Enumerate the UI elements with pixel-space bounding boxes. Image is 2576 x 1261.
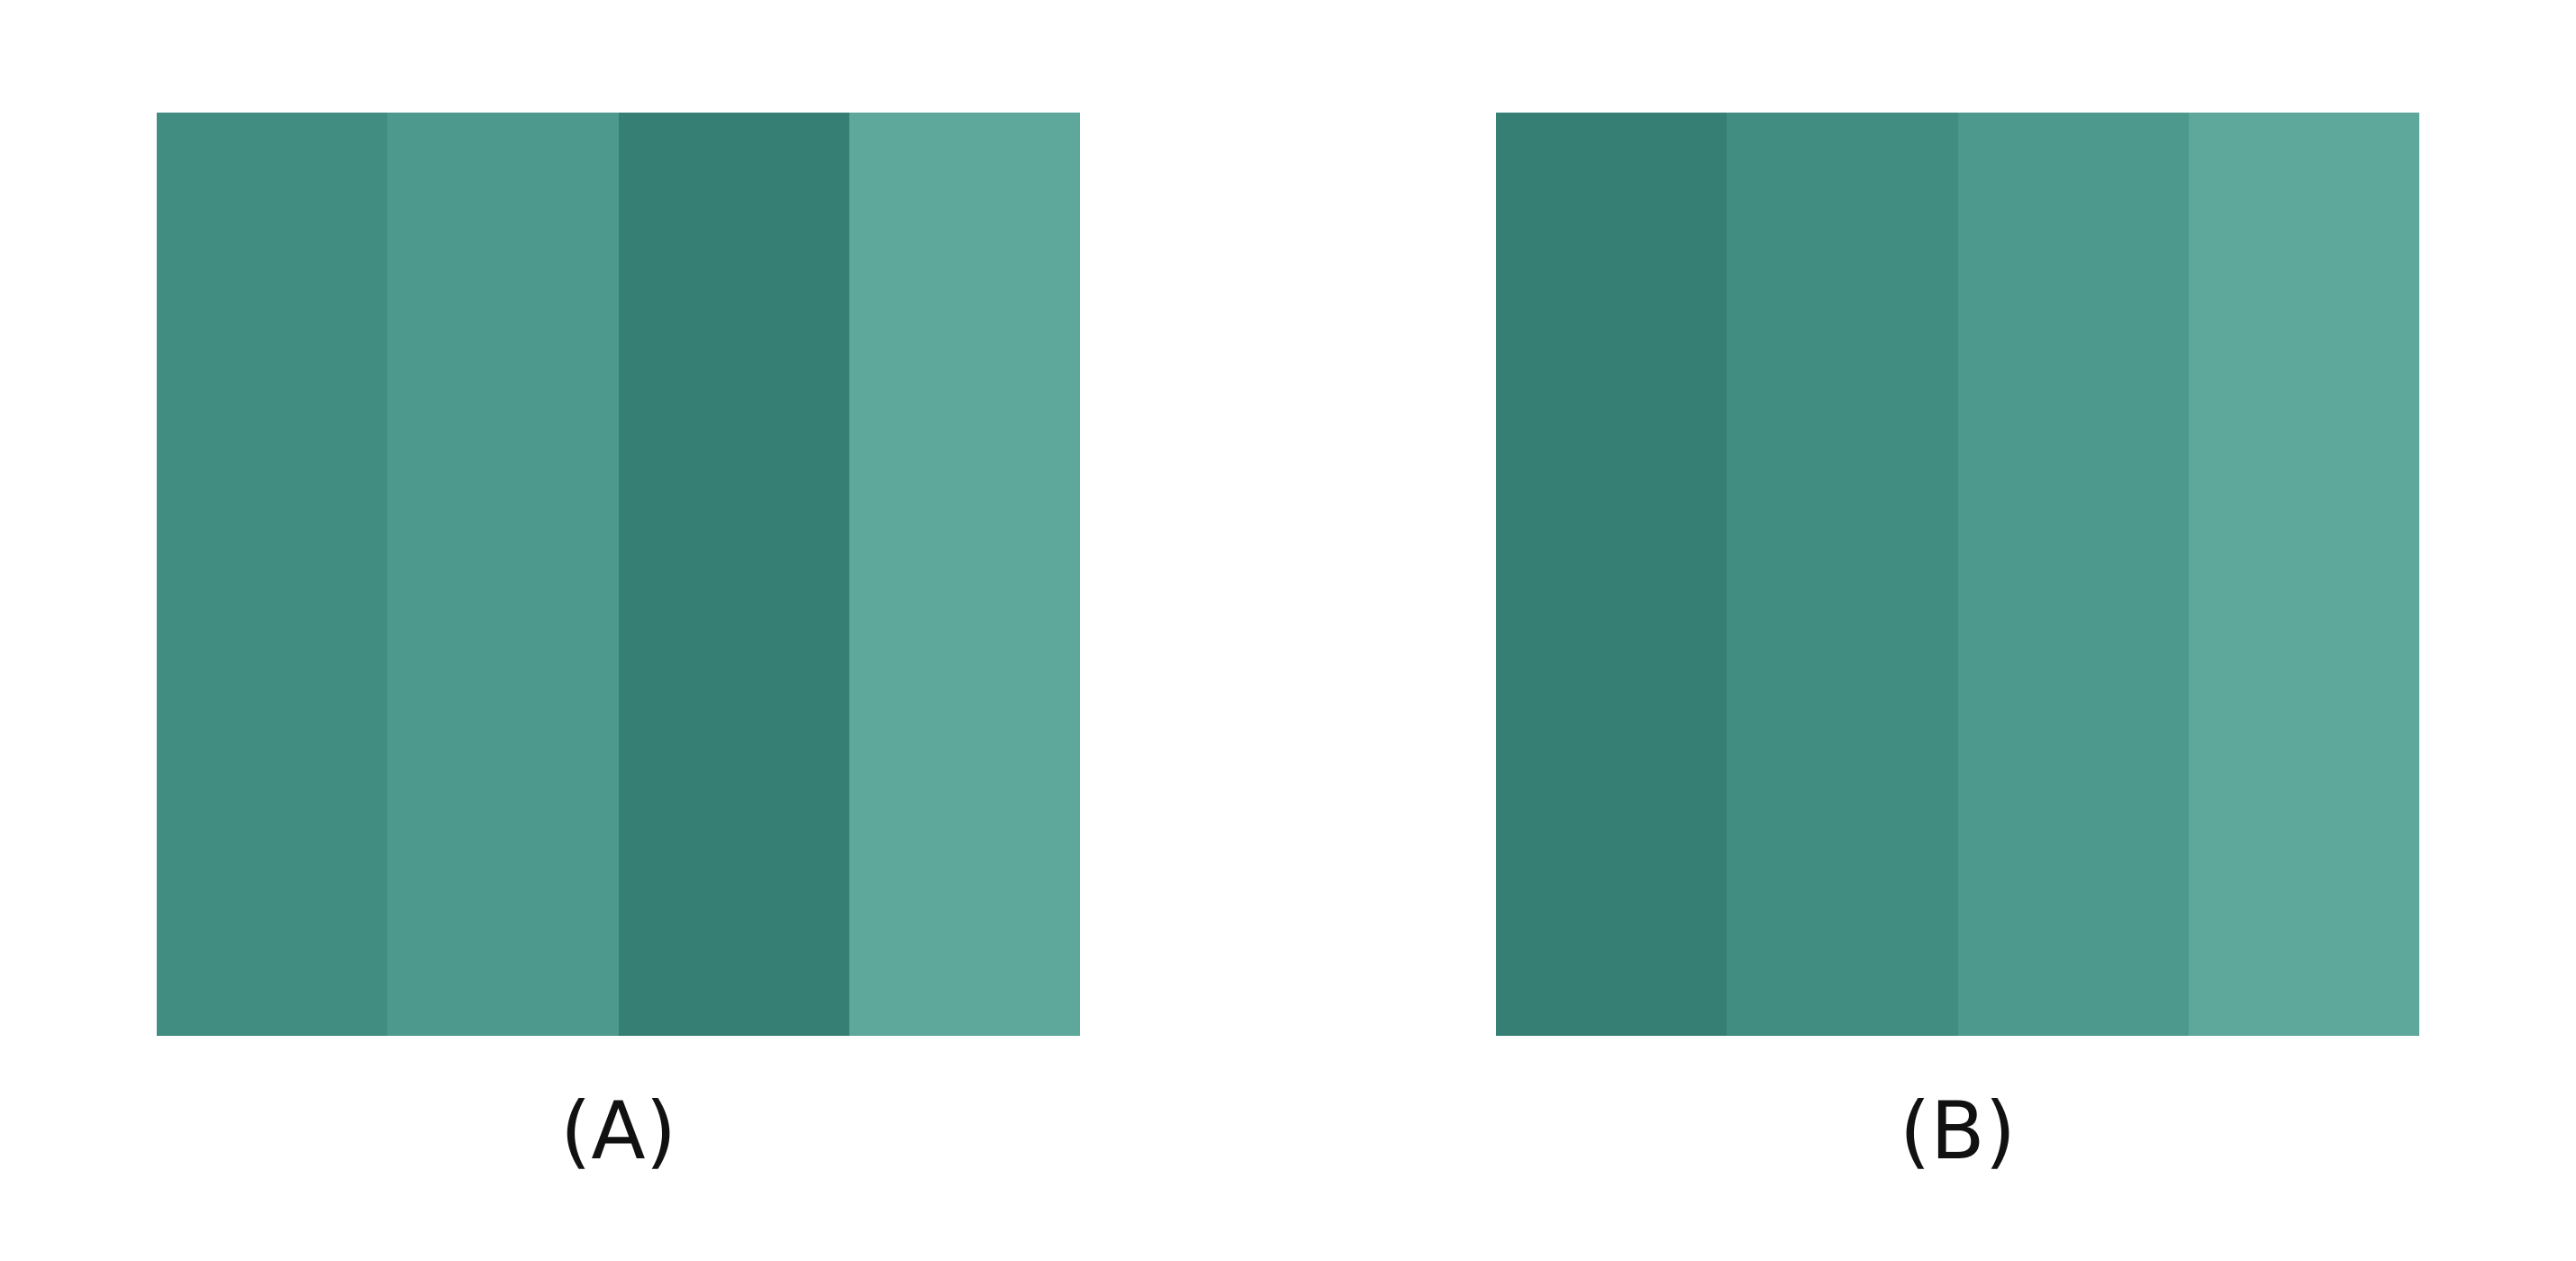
color-stripe-b1 — [1496, 113, 1728, 1036]
panel-label-b: (B) — [1899, 1084, 2017, 1177]
panel-label-a: (A) — [560, 1084, 676, 1177]
color-stripe-a1 — [157, 113, 388, 1036]
swatch-panel-a — [157, 113, 1080, 1036]
color-stripe-b4 — [2188, 113, 2419, 1036]
color-stripe-a2 — [387, 113, 619, 1036]
color-stripe-a4 — [848, 113, 1080, 1036]
color-stripe-a3 — [618, 113, 849, 1036]
color-stripe-b3 — [1957, 113, 2189, 1036]
color-stripe-b2 — [1727, 113, 1958, 1036]
swatch-panel-b — [1496, 113, 2419, 1036]
